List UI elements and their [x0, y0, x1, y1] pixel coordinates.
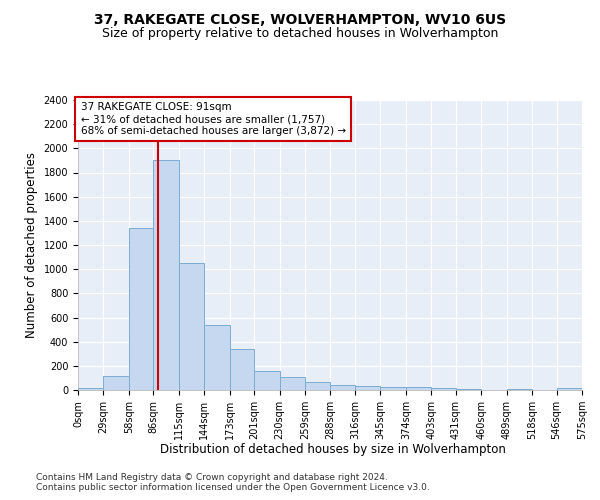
Text: 37 RAKEGATE CLOSE: 91sqm
← 31% of detached houses are smaller (1,757)
68% of sem: 37 RAKEGATE CLOSE: 91sqm ← 31% of detach… — [80, 102, 346, 136]
Bar — [280, 376, 305, 390]
Bar — [230, 349, 254, 390]
Bar — [254, 370, 280, 390]
Bar — [305, 382, 331, 390]
Bar — [204, 325, 230, 390]
Bar — [179, 263, 204, 390]
Bar — [557, 388, 582, 390]
Bar — [129, 228, 154, 390]
Text: Contains public sector information licensed under the Open Government Licence v3: Contains public sector information licen… — [36, 482, 430, 492]
Bar — [431, 388, 456, 390]
Text: Distribution of detached houses by size in Wolverhampton: Distribution of detached houses by size … — [160, 442, 506, 456]
Bar — [103, 376, 129, 390]
Bar — [406, 387, 431, 390]
Bar — [78, 388, 103, 390]
Text: Contains HM Land Registry data © Crown copyright and database right 2024.: Contains HM Land Registry data © Crown c… — [36, 472, 388, 482]
Bar — [154, 160, 179, 390]
Bar — [380, 386, 406, 390]
Bar — [331, 385, 355, 390]
Bar — [355, 386, 380, 390]
Text: Size of property relative to detached houses in Wolverhampton: Size of property relative to detached ho… — [102, 28, 498, 40]
Y-axis label: Number of detached properties: Number of detached properties — [25, 152, 38, 338]
Text: 37, RAKEGATE CLOSE, WOLVERHAMPTON, WV10 6US: 37, RAKEGATE CLOSE, WOLVERHAMPTON, WV10 … — [94, 12, 506, 26]
